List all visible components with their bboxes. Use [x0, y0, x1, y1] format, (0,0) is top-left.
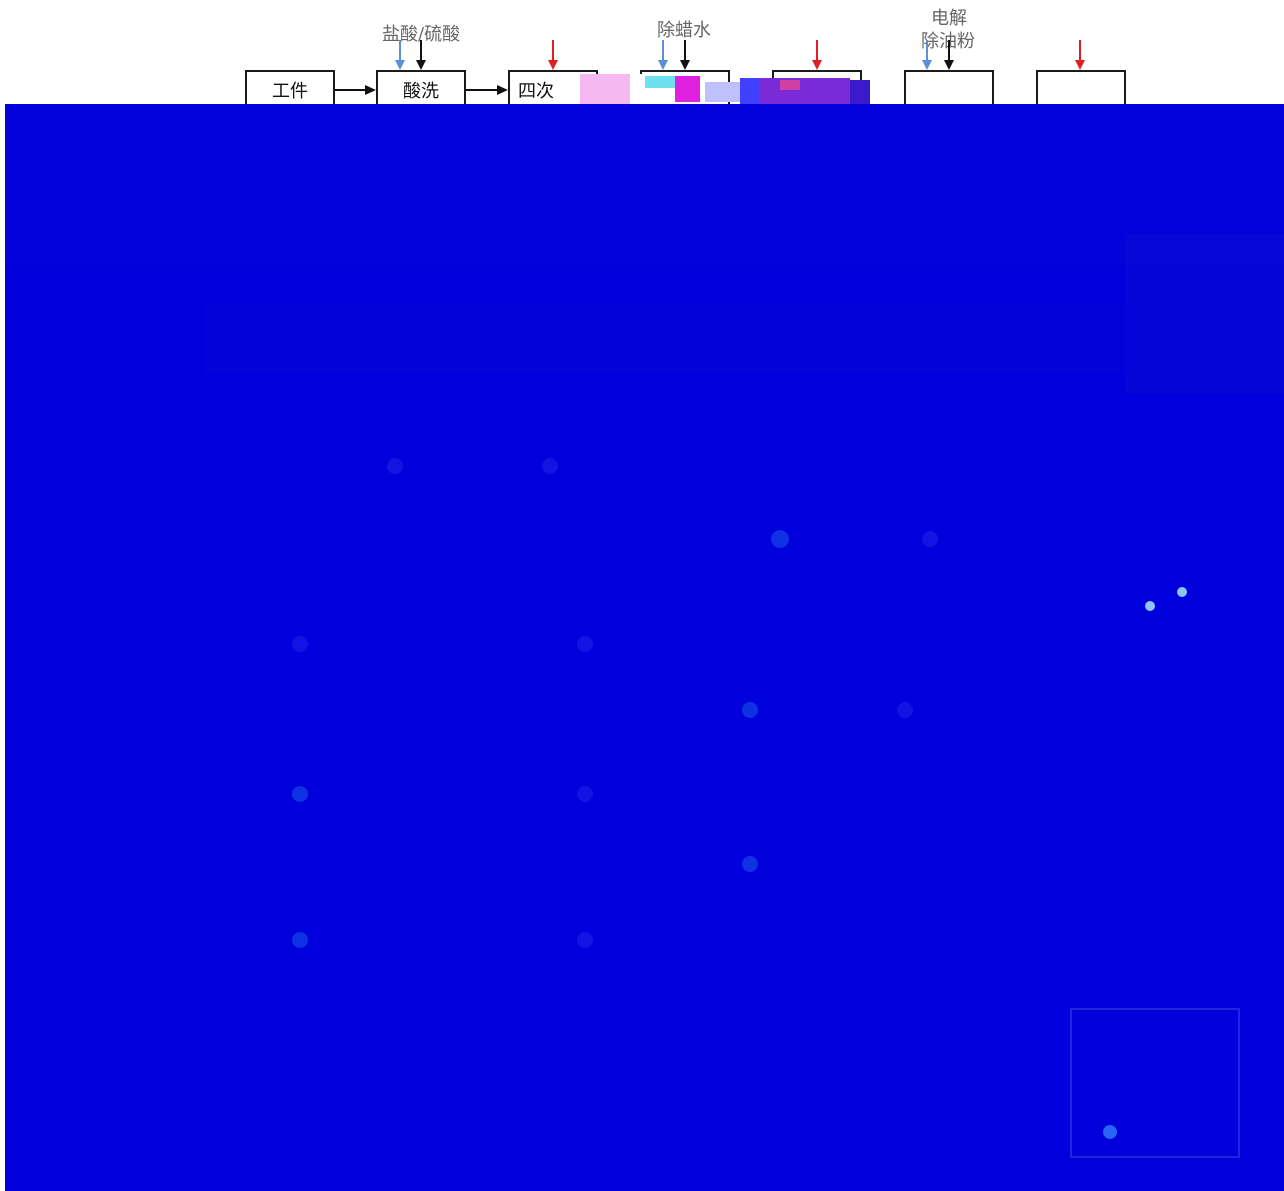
process-step-pickling: 酸洗: [376, 70, 466, 110]
electrolytic-input-label: 电解: [931, 8, 967, 29]
black-down-arrow-icon: [680, 40, 690, 70]
process-step-workpiece: 工件: [245, 70, 335, 110]
blue-down-arrow-icon: [922, 40, 932, 70]
red-down-arrow-icon: [1075, 40, 1085, 70]
black-down-arrow-icon: [944, 40, 954, 70]
flow-arrow-icon: [466, 85, 508, 95]
blue-down-arrow-icon: [395, 40, 405, 70]
legend-frame: [1070, 1008, 1240, 1158]
render-artifact: [570, 72, 900, 106]
wax-remover-input-label: 除蜡水: [657, 20, 711, 41]
red-down-arrow-icon: [812, 40, 822, 70]
flow-arrow-icon: [335, 85, 376, 95]
acid-input-label: 盐酸/硫酸: [382, 24, 461, 45]
red-down-arrow-icon: [548, 40, 558, 70]
process-step-rinse-label: 四次: [518, 81, 554, 102]
process-step-7: [1036, 70, 1126, 110]
blue-down-arrow-icon: [658, 40, 668, 70]
black-down-arrow-icon: [416, 40, 426, 70]
